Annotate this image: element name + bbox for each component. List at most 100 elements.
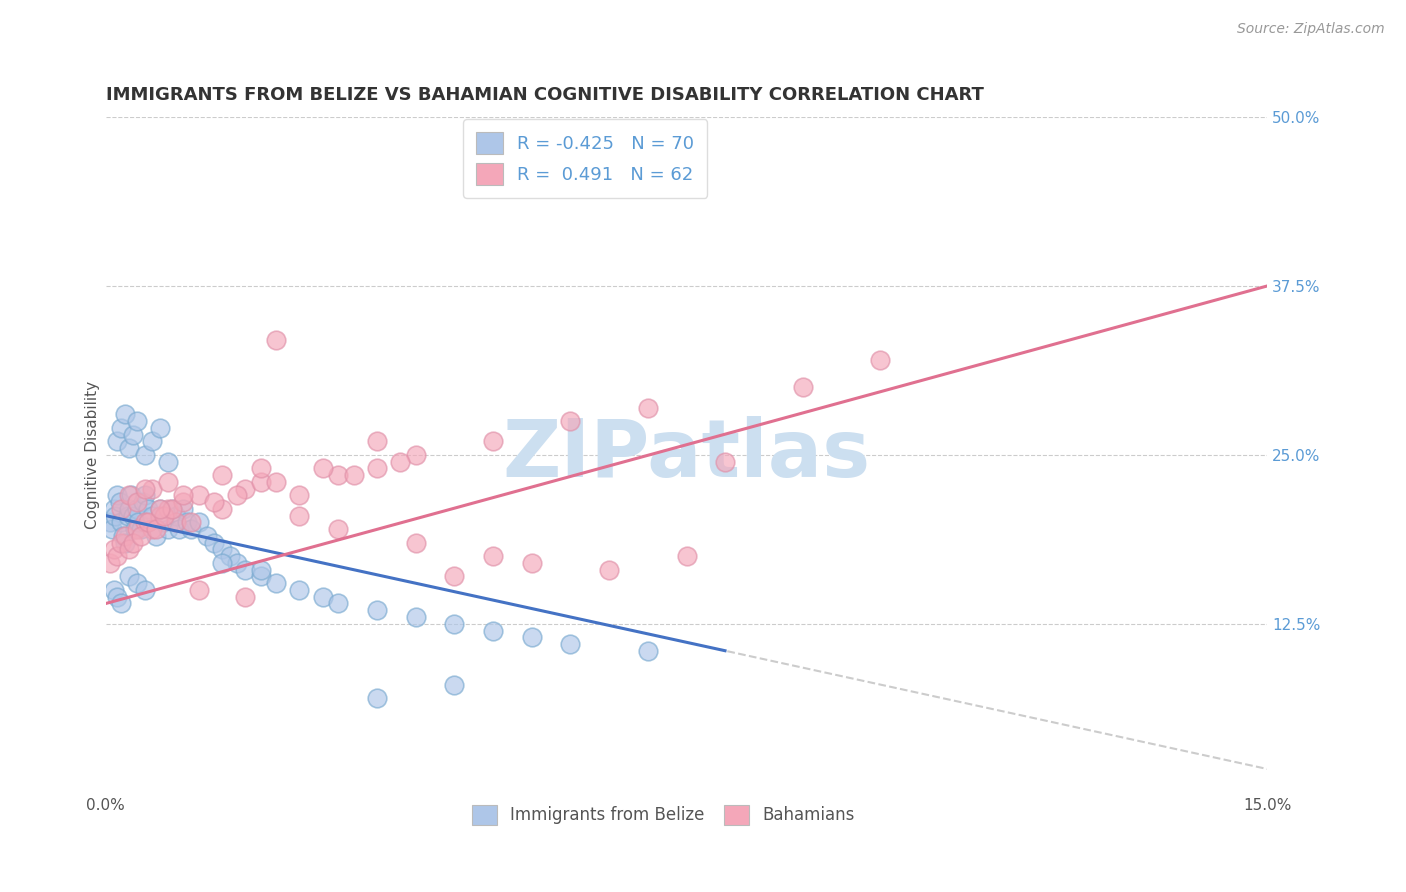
Point bbox=[675, 549, 697, 564]
Point bbox=[156, 502, 179, 516]
Point bbox=[134, 516, 156, 530]
Point bbox=[145, 529, 167, 543]
Point bbox=[405, 535, 427, 549]
Point bbox=[637, 644, 659, 658]
Point bbox=[149, 508, 172, 523]
Point bbox=[211, 502, 233, 516]
Point bbox=[389, 454, 412, 468]
Point bbox=[107, 488, 129, 502]
Point bbox=[195, 529, 218, 543]
Text: IMMIGRANTS FROM BELIZE VS BAHAMIAN COGNITIVE DISABILITY CORRELATION CHART: IMMIGRANTS FROM BELIZE VS BAHAMIAN COGNI… bbox=[105, 87, 984, 104]
Point bbox=[108, 495, 131, 509]
Point bbox=[520, 630, 543, 644]
Point bbox=[366, 691, 388, 706]
Point bbox=[127, 516, 149, 530]
Point bbox=[156, 522, 179, 536]
Point bbox=[482, 549, 505, 564]
Point bbox=[288, 488, 311, 502]
Point bbox=[311, 461, 333, 475]
Point bbox=[366, 461, 388, 475]
Point bbox=[156, 454, 179, 468]
Point bbox=[118, 441, 141, 455]
Point bbox=[104, 508, 127, 523]
Point bbox=[443, 569, 465, 583]
Point bbox=[132, 495, 155, 509]
Point bbox=[366, 603, 388, 617]
Point bbox=[172, 488, 194, 502]
Point bbox=[117, 508, 139, 523]
Point bbox=[101, 522, 124, 536]
Point bbox=[165, 516, 187, 530]
Point bbox=[156, 475, 179, 489]
Point bbox=[110, 535, 132, 549]
Point bbox=[869, 353, 891, 368]
Point bbox=[122, 535, 145, 549]
Point bbox=[288, 582, 311, 597]
Point bbox=[114, 535, 136, 549]
Point bbox=[138, 516, 160, 530]
Point bbox=[165, 508, 187, 523]
Point bbox=[482, 434, 505, 449]
Point bbox=[328, 597, 350, 611]
Point bbox=[114, 407, 136, 421]
Point bbox=[114, 529, 136, 543]
Point bbox=[249, 569, 271, 583]
Point bbox=[118, 488, 141, 502]
Point bbox=[122, 427, 145, 442]
Point bbox=[110, 597, 132, 611]
Y-axis label: Cognitive Disability: Cognitive Disability bbox=[86, 381, 100, 529]
Point bbox=[153, 508, 176, 523]
Point bbox=[328, 468, 350, 483]
Point bbox=[149, 502, 172, 516]
Point bbox=[405, 610, 427, 624]
Point bbox=[249, 475, 271, 489]
Point bbox=[103, 502, 125, 516]
Point bbox=[134, 482, 156, 496]
Point bbox=[560, 637, 582, 651]
Point bbox=[264, 576, 287, 591]
Point bbox=[141, 522, 163, 536]
Point bbox=[249, 461, 271, 475]
Point bbox=[187, 516, 209, 530]
Point bbox=[598, 563, 620, 577]
Point bbox=[110, 421, 132, 435]
Point bbox=[153, 516, 176, 530]
Point bbox=[122, 508, 145, 523]
Point bbox=[343, 468, 366, 483]
Point bbox=[160, 502, 183, 516]
Point bbox=[264, 475, 287, 489]
Legend: Immigrants from Belize, Bahamians: Immigrants from Belize, Bahamians bbox=[465, 798, 862, 831]
Point bbox=[211, 468, 233, 483]
Text: Source: ZipAtlas.com: Source: ZipAtlas.com bbox=[1237, 22, 1385, 37]
Point bbox=[226, 556, 249, 570]
Point bbox=[187, 488, 209, 502]
Point bbox=[124, 522, 146, 536]
Text: ZIPatlas: ZIPatlas bbox=[502, 416, 870, 494]
Point bbox=[111, 529, 134, 543]
Point bbox=[107, 590, 129, 604]
Point bbox=[233, 590, 256, 604]
Point bbox=[187, 582, 209, 597]
Point bbox=[366, 434, 388, 449]
Point bbox=[792, 380, 814, 394]
Point bbox=[149, 502, 172, 516]
Point bbox=[443, 616, 465, 631]
Point bbox=[637, 401, 659, 415]
Point bbox=[226, 488, 249, 502]
Point bbox=[202, 535, 225, 549]
Point bbox=[520, 556, 543, 570]
Point bbox=[172, 502, 194, 516]
Point bbox=[98, 556, 121, 570]
Point bbox=[125, 502, 148, 516]
Point bbox=[211, 556, 233, 570]
Point bbox=[118, 502, 141, 516]
Point bbox=[120, 488, 142, 502]
Point bbox=[134, 448, 156, 462]
Point bbox=[249, 563, 271, 577]
Point bbox=[118, 569, 141, 583]
Point bbox=[180, 522, 202, 536]
Point bbox=[233, 563, 256, 577]
Point bbox=[233, 482, 256, 496]
Point bbox=[172, 495, 194, 509]
Point bbox=[110, 516, 132, 530]
